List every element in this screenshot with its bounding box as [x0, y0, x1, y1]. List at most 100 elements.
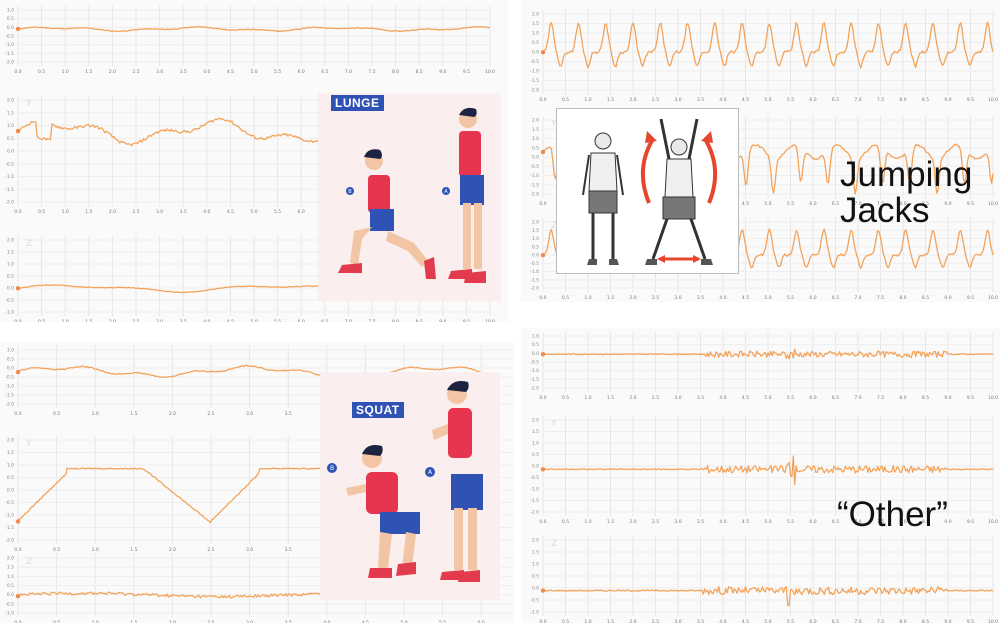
start-point	[15, 26, 21, 32]
x-tick-label: 1.5	[607, 619, 614, 623]
x-tick-label: 5.0	[764, 295, 771, 301]
y-tick-label: 1.0	[532, 31, 539, 37]
other-y-trace	[542, 455, 994, 486]
x-tick-label: 9.5	[967, 295, 974, 301]
x-tick-label: 5.0	[250, 69, 257, 75]
jumping-jacks-label-line2: Jacks	[840, 191, 930, 230]
y-tick-label: 2.0	[532, 418, 539, 424]
x-tick-label: 3.0	[156, 209, 163, 215]
x-tick-label: 2.5	[652, 97, 659, 103]
y-tick-label: 1.0	[7, 8, 14, 14]
y-tick-label: 2.0	[532, 12, 539, 18]
jumping-jacks-label: Jumping Jacks	[840, 157, 990, 229]
x-tick-label: 4.0	[719, 395, 726, 401]
x-tick-label: 2.0	[629, 619, 636, 623]
y-tick-label: 0.0	[532, 155, 539, 161]
x-tick-label: 7.0	[854, 519, 861, 525]
y-tick-label: -0.5	[5, 298, 14, 304]
x-tick-label: 7.5	[877, 519, 884, 525]
y-tick-label: 0.0	[7, 25, 14, 31]
y-tick-label: -2.0	[530, 286, 539, 292]
y-tick-label: 1.5	[532, 550, 539, 556]
x-tick-label: 3.5	[697, 295, 704, 301]
x-tick-label: 0.0	[539, 295, 546, 301]
x-tick-label: 0.0	[14, 319, 21, 322]
x-tick-label: 8.0	[899, 395, 906, 401]
x-tick-label: 5.5	[787, 97, 794, 103]
x-tick-label: 7.0	[854, 295, 861, 301]
start-point	[540, 253, 546, 258]
x-tick-label: 5.5	[439, 620, 446, 623]
y-tick-label: 0.5	[7, 136, 14, 142]
y-tick-label: -0.5	[5, 601, 14, 607]
x-tick-label: 1.0	[584, 295, 591, 301]
x-tick-label: 6.0	[298, 69, 305, 75]
x-tick-label: 5.0	[250, 209, 257, 215]
x-tick-label: 0.5	[562, 619, 569, 623]
x-tick-label: 3.5	[180, 69, 187, 75]
x-tick-label: 2.5	[652, 519, 659, 525]
y-tick-label: 0.0	[7, 149, 14, 155]
x-tick-label: 0.0	[14, 69, 21, 75]
y-tick-label: -1.5	[530, 182, 539, 188]
x-tick-label: 3.0	[674, 619, 681, 623]
x-tick-label: 9.0	[439, 69, 446, 75]
x-tick-label: 3.5	[285, 547, 292, 553]
lunge-illustration: LUNGE B A	[318, 93, 501, 301]
x-tick-label: 9.0	[944, 395, 951, 401]
x-tick-label: 9.5	[463, 319, 470, 322]
x-tick-label: 2.0	[629, 97, 636, 103]
other-x-axis-plot: 0.0 0.5 1.0 1.5 2.0 2.5 3.0 3.5 4.0 4.5 5.0 5.5 6.0 6…	[530, 332, 998, 401]
x-tick-label: 0.5	[38, 319, 45, 322]
x-tick-label: 7.5	[877, 619, 884, 623]
y-tick-label: -1.5	[530, 78, 539, 84]
x-tick-label: 0.5	[38, 209, 45, 215]
x-tick-label: 8.5	[922, 519, 929, 525]
x-tick-label: 2.5	[207, 620, 214, 623]
x-tick-label: 8.5	[922, 295, 929, 301]
y-tick-label: 0.0	[7, 488, 14, 494]
x-tick-label: 0.5	[562, 395, 569, 401]
x-tick-label: 6.5	[321, 319, 328, 322]
y-tick-label: 1.5	[7, 110, 14, 116]
x-tick-label: 6.5	[321, 69, 328, 75]
x-tick-label: 7.0	[854, 201, 861, 207]
y-tick-label: -2.0	[5, 402, 14, 408]
x-tick-label: 6.5	[832, 395, 839, 401]
x-tick-label: 1.5	[607, 519, 614, 525]
axis-letter: Z	[26, 557, 32, 567]
x-tick-label: 3.0	[674, 519, 681, 525]
x-tick-label: 4.5	[742, 201, 749, 207]
jumping-jacks-illustration	[556, 108, 739, 274]
start-point	[540, 50, 546, 55]
x-tick-label: 3.0	[674, 295, 681, 301]
x-tick-label: 9.5	[967, 619, 974, 623]
y-tick-label: -0.5	[530, 261, 539, 267]
x-tick-label: 6.0	[809, 519, 816, 525]
y-tick-label: 2.0	[532, 220, 539, 226]
x-tick-label: 9.0	[944, 295, 951, 301]
y-tick-label: -2.0	[5, 200, 14, 206]
x-tick-label: 5.0	[764, 97, 771, 103]
x-tick-label: 2.5	[207, 547, 214, 553]
x-tick-label: 9.5	[967, 519, 974, 525]
x-tick-label: 6.5	[832, 201, 839, 207]
x-tick-label: 1.0	[92, 547, 99, 553]
svg-text:B: B	[330, 465, 334, 472]
lunge-z-axis-plot: 0.0 0.5 1.0 1.5 2.0 2.5 3.0 3.5 4.0 4.5 5.0 5.5 6.0 6…	[5, 236, 495, 322]
x-tick-label: 1.5	[130, 547, 137, 553]
x-tick-label: 9.5	[967, 201, 974, 207]
x-tick-label: 4.0	[719, 619, 726, 623]
y-tick-label: 0.5	[7, 274, 14, 280]
axis-letter: Z	[26, 239, 32, 249]
x-tick-label: 2.5	[132, 319, 139, 322]
x-tick-label: 2.5	[132, 209, 139, 215]
other-z-trace	[542, 586, 994, 606]
x-tick-label: 5.5	[787, 519, 794, 525]
other-x-trace	[542, 348, 994, 360]
x-tick-label: 3.5	[285, 620, 292, 623]
x-tick-label: 1.5	[85, 69, 92, 75]
x-tick-label: 6.5	[832, 97, 839, 103]
x-tick-label: 1.5	[130, 620, 137, 623]
y-tick-label: 1.0	[7, 348, 14, 354]
